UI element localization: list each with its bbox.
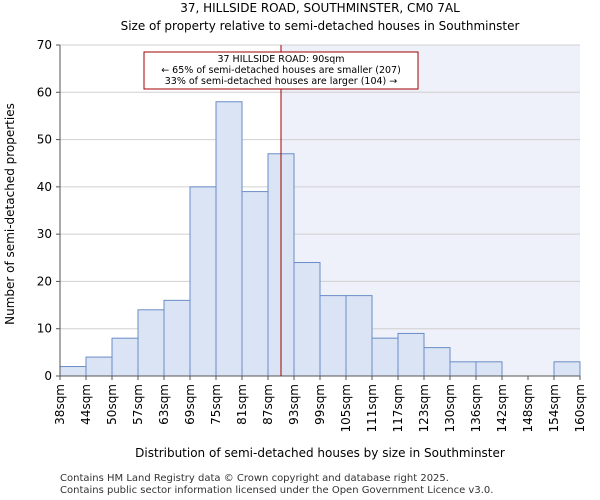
- annotation-box: [143, 51, 419, 90]
- y-tick-label: 40: [37, 180, 52, 194]
- y-tick-label: 20: [37, 274, 52, 288]
- x-axis-label: Distribution of semi-detached houses by …: [135, 446, 505, 460]
- x-ticks: 38sqm 44sqm 50sqm 57sqm 63sqm 69sqm 75sqm 81sqm…: [53, 376, 587, 432]
- bar: [553, 361, 581, 377]
- x-tick-label: 93sqm: [287, 384, 301, 425]
- footer-line-1: Contains HM Land Registry data © Crown c…: [60, 473, 449, 484]
- bar: [111, 337, 139, 377]
- bar: [215, 101, 243, 377]
- x-tick-label: 142sqm: [495, 384, 509, 432]
- y-tick-label: 60: [37, 85, 52, 99]
- annotation-line2: ← 65% of semi-detached houses are smalle…: [161, 65, 401, 76]
- bar: [163, 299, 191, 377]
- bar: [85, 356, 113, 377]
- x-tick-label: 148sqm: [521, 384, 535, 432]
- x-tick-label: 154sqm: [547, 384, 561, 432]
- annotation-line1: 37 HILLSIDE ROAD: 90sqm: [217, 54, 344, 65]
- bar: [371, 337, 399, 377]
- chart-subtitle: Size of property relative to semi-detach…: [121, 19, 520, 33]
- bar: [241, 191, 269, 377]
- x-tick-label: 50sqm: [105, 384, 119, 425]
- x-tick-label: 57sqm: [131, 384, 145, 425]
- bar: [345, 295, 373, 377]
- bar: [189, 186, 217, 377]
- bar: [293, 262, 321, 377]
- footer-line-2: Contains public sector information licen…: [60, 485, 494, 496]
- bar: [319, 295, 347, 377]
- y-tick-label: 70: [37, 38, 52, 52]
- y-tick-label: 50: [37, 133, 52, 147]
- bar: [59, 366, 87, 377]
- x-tick-label: 160sqm: [573, 384, 587, 432]
- x-tick-label: 99sqm: [313, 384, 327, 425]
- annotation: 37 HILLSIDE ROAD: 90sqm ← 65% of semi-de…: [143, 51, 419, 90]
- x-tick-label: 38sqm: [53, 384, 67, 425]
- x-tick-label: 87sqm: [261, 384, 275, 425]
- x-tick-label: 136sqm: [469, 384, 483, 432]
- x-tick-label: 63sqm: [157, 384, 171, 425]
- y-tick-label: 10: [37, 322, 52, 336]
- bar: [397, 332, 425, 377]
- x-tick-label: 130sqm: [443, 384, 457, 432]
- y-tick-label: 30: [37, 227, 52, 241]
- chart-title: 37, HILLSIDE ROAD, SOUTHMINSTER, CM0 7AL: [180, 1, 460, 15]
- x-tick-label: 111sqm: [365, 384, 379, 432]
- y-axis-label: Number of semi-detached properties: [3, 103, 17, 325]
- x-tick-label: 44sqm: [79, 384, 93, 425]
- y-tick-label: 0: [44, 369, 52, 383]
- bar: [449, 361, 477, 377]
- annotation-line3: 33% of semi-detached houses are larger (…: [165, 76, 398, 87]
- x-tick-label: 105sqm: [339, 384, 353, 432]
- x-tick-label: 123sqm: [417, 384, 431, 432]
- y-ticks: 0 10 20 30 40 50 60 70: [37, 38, 60, 383]
- x-tick-label: 117sqm: [391, 384, 405, 432]
- bar: [137, 309, 165, 377]
- bar: [475, 361, 503, 377]
- bar: [423, 347, 451, 377]
- bars: [59, 101, 581, 377]
- x-tick-label: 81sqm: [235, 384, 249, 425]
- x-tick-label: 69sqm: [183, 384, 197, 425]
- x-tick-label: 75sqm: [209, 384, 223, 425]
